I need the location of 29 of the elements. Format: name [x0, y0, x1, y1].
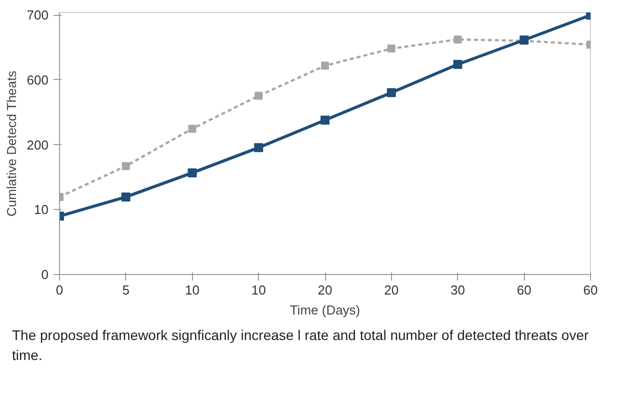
point — [453, 60, 462, 69]
point — [320, 116, 330, 125]
x-tick-label: 60 — [583, 282, 598, 298]
point — [254, 92, 263, 100]
x-tick-label: 20 — [318, 282, 332, 298]
point — [188, 124, 196, 133]
x-tick-label: 5 — [122, 282, 130, 298]
point — [122, 162, 130, 170]
x-tick-label: 0 — [56, 282, 64, 298]
point — [387, 44, 396, 53]
point — [254, 143, 264, 152]
text: 10 — [34, 202, 49, 218]
point — [454, 35, 462, 44]
x-tick-label: 60 — [516, 282, 532, 298]
text: 0 — [41, 267, 49, 282]
text: 700 — [26, 8, 49, 23]
x-tick-label: 10 — [185, 282, 200, 298]
point — [321, 62, 329, 70]
x-tick-label: 30 — [450, 282, 465, 298]
point — [386, 88, 396, 98]
text: The proposed framework signficanly increase l rate and total number of detected threats over time. — [12, 326, 590, 365]
text: 600 — [26, 72, 49, 88]
x-tick-label: 10 — [251, 282, 266, 298]
point — [188, 168, 197, 178]
y-axis-title: Cumlative Detecd Theats — [4, 70, 19, 216]
text: 200 — [26, 137, 49, 152]
point — [121, 192, 130, 202]
x-tick-label: 20 — [384, 282, 399, 298]
x-axis-title: Time (Days) — [290, 302, 360, 318]
